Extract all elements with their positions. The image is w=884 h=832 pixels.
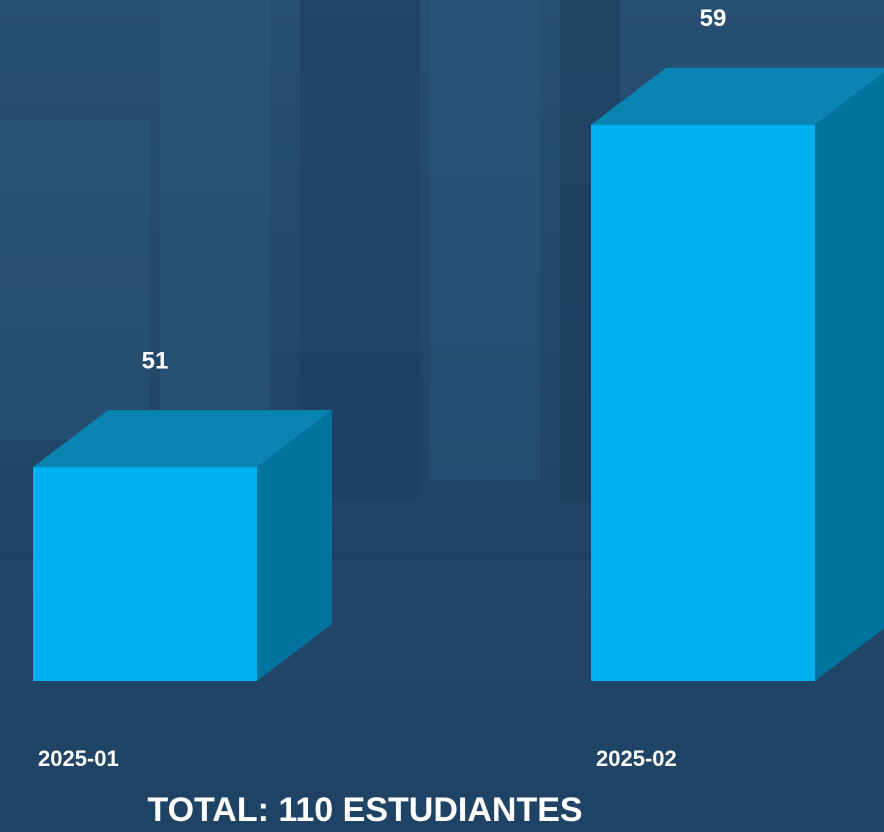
- bar: [33, 467, 257, 681]
- bar-side: [815, 68, 884, 681]
- total-label: TOTAL: 110 ESTUDIANTES: [147, 791, 582, 829]
- x-tick-label: 2025-01: [38, 746, 119, 771]
- value-label: 59: [700, 5, 727, 32]
- value-label: 51: [142, 347, 169, 374]
- chart: TOTAL: 110 ESTUDIANTES 51 2025-01 59 2025-0…: [0, 0, 884, 832]
- page: {"chart_data": {"type": "bar3d", "catego…: [0, 0, 884, 832]
- bar: [591, 125, 815, 681]
- x-tick-label: 2025-02: [596, 746, 677, 771]
